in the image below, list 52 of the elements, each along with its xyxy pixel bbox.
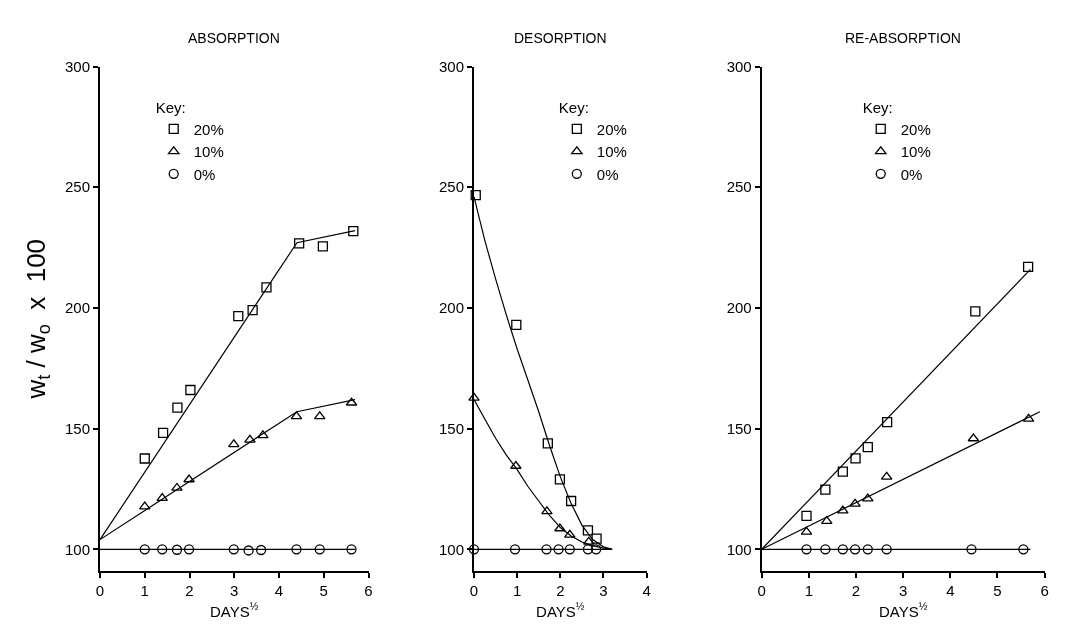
legend-title: Key:: [558, 98, 589, 116]
x-tick-label: 3: [898, 582, 908, 599]
x-tick-label: 6: [364, 582, 373, 599]
x-tick-label: 1: [512, 582, 522, 599]
x-tick-label: 4: [274, 582, 284, 599]
legend-label: 0%: [900, 165, 923, 183]
y-tick-label: 250: [64, 178, 90, 196]
legend-label: 10%: [900, 143, 931, 161]
x-tick-label: 0: [757, 582, 766, 599]
x-tick-label: 2: [556, 582, 565, 599]
x-tick-label: 1: [804, 582, 814, 599]
x-tick-label: 5: [319, 582, 328, 599]
y-tick-label: 100: [438, 540, 465, 558]
chart-title: DESORPTION: [514, 30, 607, 46]
y-tick-label: 150: [438, 419, 465, 437]
y-tick-label: 150: [726, 419, 752, 437]
x-tick-label: 6: [1040, 582, 1049, 599]
x-tick-label: 1: [140, 582, 149, 599]
y-tick-label: 200: [64, 299, 90, 317]
legend-label: 10%: [193, 143, 224, 161]
x-tick-label: 2: [185, 582, 194, 599]
legend-label: 0%: [596, 165, 619, 183]
y-tick-label: 250: [438, 178, 465, 196]
y-tick-label: 300: [438, 57, 465, 75]
x-axis-title: DAYS$^{½}$: [878, 600, 928, 620]
legend-label: 20%: [193, 120, 224, 138]
legend-title: Key:: [862, 98, 893, 116]
x-axis-title: DAYS$^{½}$: [536, 600, 585, 620]
y-tick-label: 100: [726, 540, 752, 558]
x-tick-label: 2: [851, 582, 861, 599]
x-tick-label: 0: [95, 582, 105, 599]
y-tick-label: 100: [64, 540, 90, 558]
x-tick-label: 4: [642, 582, 651, 599]
x-tick-label: 0: [469, 582, 479, 599]
y-tick-label: 200: [438, 299, 465, 317]
chart-title: ABSORPTION: [188, 30, 280, 46]
legend-label: 20%: [596, 120, 627, 138]
y-tick-label: 250: [726, 178, 752, 196]
x-tick-label: 3: [599, 582, 608, 599]
y-tick-label: 300: [726, 57, 752, 75]
x-tick-label: 3: [230, 582, 239, 599]
y-tick-label: 200: [726, 299, 752, 317]
chart-title: RE-ABSORPTION: [845, 30, 961, 46]
y-tick-label: 150: [64, 419, 90, 437]
x-tick-label: 4: [946, 582, 955, 599]
x-axis-title: DAYS$^{½}$: [210, 600, 259, 620]
y-tick-label: 300: [64, 57, 90, 75]
legend-label: 0%: [193, 165, 216, 183]
x-tick-label: 5: [993, 582, 1002, 599]
legend-label: 20%: [900, 120, 931, 138]
legend-title: Key:: [155, 98, 186, 116]
legend-label: 10%: [596, 143, 627, 161]
